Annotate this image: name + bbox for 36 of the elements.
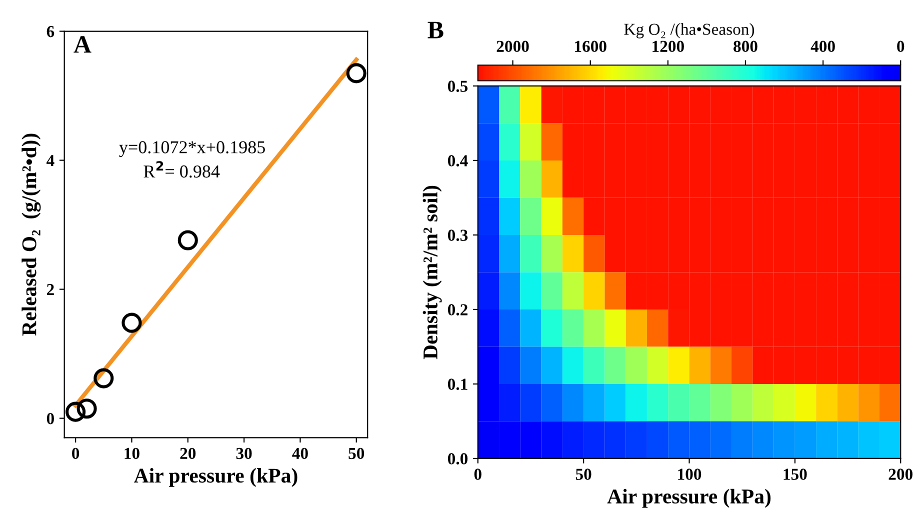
- x-axis-title: Air pressure (kPa): [134, 468, 298, 487]
- y-tick-label: 0.0: [448, 453, 468, 464]
- color-bar-title: Kg O₂ /(ha•Season): [624, 23, 754, 38]
- color-bar-label: 1200: [652, 40, 684, 52]
- annotation: R$^{2}$= 0.984: [144, 161, 220, 178]
- y-tick-label: 0.1: [448, 378, 468, 390]
- x-tick-label: 150: [784, 468, 807, 480]
- x-tick-label: 0: [474, 468, 482, 480]
- y-tick-label: 0.5: [448, 80, 468, 92]
- color-bar-label: 2000: [496, 40, 529, 52]
- y-axis-title: Density (m²/m² soil): [422, 186, 442, 360]
- color-bar-label: 0: [897, 40, 904, 52]
- x-tick-label: 20: [180, 448, 196, 460]
- chart-title: B: [428, 22, 444, 38]
- x-tick-label: 40: [292, 448, 308, 460]
- x-tick-label: 100: [678, 468, 702, 480]
- y-tick-label: 0.3: [448, 230, 468, 241]
- color-bar-label: 800: [734, 40, 758, 52]
- y-tick-label: 2: [46, 284, 54, 296]
- x-tick-label: 50: [348, 448, 364, 460]
- chart-title: A: [74, 36, 92, 53]
- x-tick-label: 10: [124, 448, 140, 460]
- y-tick-label: 0.2: [448, 304, 468, 316]
- x-tick-label: 30: [236, 448, 252, 460]
- x-tick-label: 200: [888, 468, 912, 480]
- y-tick-label: 6: [46, 26, 54, 38]
- x-tick-label: 50: [576, 468, 592, 480]
- y-tick-label: 0: [46, 412, 54, 424]
- color-bar-label: 1600: [575, 40, 606, 52]
- annotation: y=0.1072*x+0.1985: [119, 141, 265, 158]
- y-tick-label: 0.4: [448, 155, 468, 166]
- y-axis-title: Released O₂ (g/(m²•d)): [22, 134, 41, 336]
- x-axis-title: Air pressure (kPa): [607, 488, 771, 508]
- color-bar-label: 400: [810, 40, 835, 52]
- x-tick-label: 0: [72, 448, 80, 460]
- y-tick-label: 4: [46, 155, 54, 166]
